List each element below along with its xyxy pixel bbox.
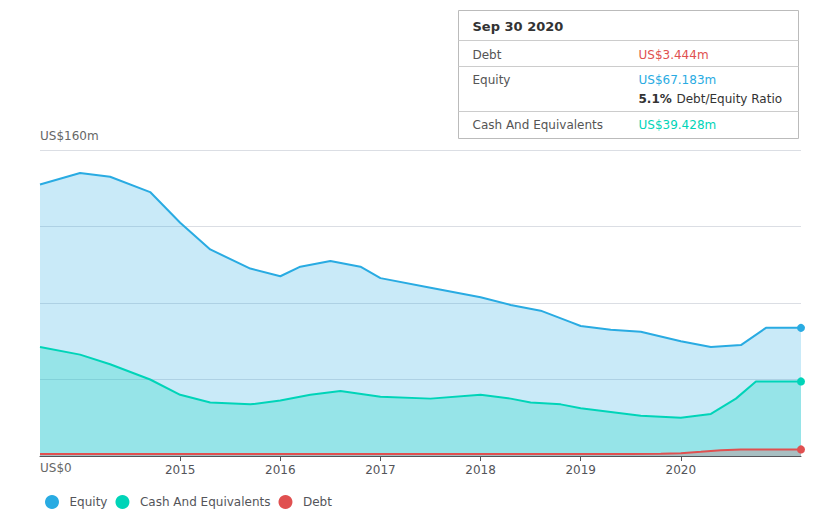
svg-text:2017: 2017 xyxy=(365,463,396,477)
svg-text:US$3.444m: US$3.444m xyxy=(639,48,709,62)
svg-text:Debt/Equity Ratio: Debt/Equity Ratio xyxy=(677,92,783,106)
svg-text:US$160m: US$160m xyxy=(40,129,99,143)
svg-text:US$0: US$0 xyxy=(40,461,72,475)
svg-text:US$39.428m: US$39.428m xyxy=(639,118,717,132)
svg-text:US$67.183m: US$67.183m xyxy=(639,73,717,87)
svg-text:Equity: Equity xyxy=(70,495,108,509)
svg-text:2016: 2016 xyxy=(265,463,296,477)
svg-text:5.1%: 5.1% xyxy=(639,92,672,106)
svg-text:Cash And Equivalents: Cash And Equivalents xyxy=(140,495,271,509)
svg-text:2019: 2019 xyxy=(565,463,596,477)
svg-text:Sep 30 2020: Sep 30 2020 xyxy=(473,19,564,34)
svg-text:2015: 2015 xyxy=(165,463,196,477)
svg-text:2020: 2020 xyxy=(666,463,697,477)
svg-text:Equity: Equity xyxy=(473,73,511,87)
svg-text:Debt: Debt xyxy=(303,495,332,509)
svg-text:2018: 2018 xyxy=(465,463,496,477)
svg-text:Debt: Debt xyxy=(473,48,502,62)
svg-text:Cash And Equivalents: Cash And Equivalents xyxy=(473,118,604,132)
